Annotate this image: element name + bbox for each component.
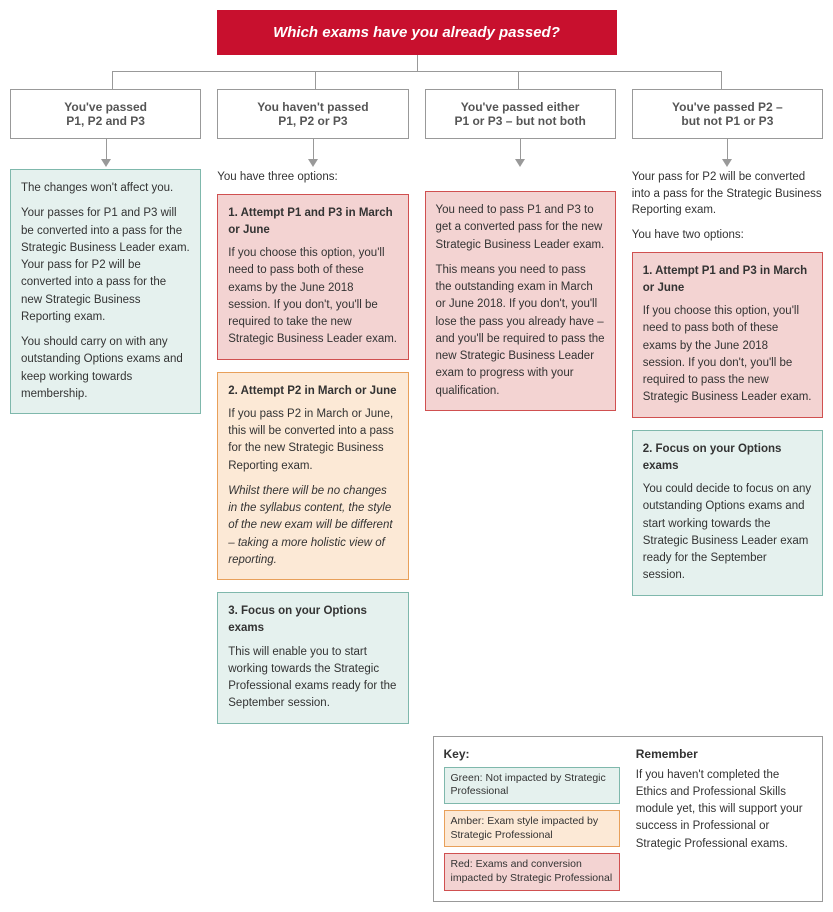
col2-opt1-body: If you choose this option, you'll need t… [228, 245, 397, 349]
flowchart-container: Which exams have you already passed? You… [10, 10, 823, 902]
path-1-line2: P1, P2 and P3 [17, 114, 194, 128]
col4-opt1-title: 1. Attempt P1 and P3 in March or June [643, 263, 812, 298]
bottom-row: Key: Green: Not impacted by Strategic Pr… [10, 736, 823, 902]
path-2-line1: You haven't passed [224, 100, 401, 114]
col4-opt2-title: 2. Focus on your Options exams [643, 441, 812, 476]
col-p2-only: You've passed P2 – but not P1 or P3 Your… [632, 89, 823, 736]
path-4-line1: You've passed P2 – [639, 100, 816, 114]
col2-opt3: 3. Focus on your Options exams This will… [217, 592, 408, 724]
path-header-1: You've passed P1, P2 and P3 [10, 89, 201, 139]
path-1-line1: You've passed [17, 100, 194, 114]
path-4-line2: but not P1 or P3 [639, 114, 816, 128]
col-passed-all: You've passed P1, P2 and P3 The changes … [10, 89, 201, 736]
col1-p3: You should carry on with any outstanding… [21, 334, 190, 403]
key-title: Key: [444, 747, 620, 761]
remember-title: Remember [636, 747, 812, 761]
col2-opt3-title: 3. Focus on your Options exams [228, 603, 397, 638]
col4-opt1: 1. Attempt P1 and P3 in March or June If… [632, 252, 823, 418]
columns-row: You've passed P1, P2 and P3 The changes … [10, 89, 823, 736]
key-amber: Amber: Exam style impacted by Strategic … [444, 810, 620, 847]
arrow-1 [10, 139, 201, 169]
col3-p2: This means you need to pass the outstand… [436, 262, 605, 400]
col3-red-box: You need to pass P1 and P3 to get a conv… [425, 191, 616, 411]
key-remember-box: Key: Green: Not impacted by Strategic Pr… [433, 736, 824, 902]
col2-opt2-body1: If you pass P2 in March or June, this wi… [228, 406, 397, 475]
col2-opt2-body2: Whilst there will be no changes in the s… [228, 483, 397, 569]
col3-p1: You need to pass P1 and P3 to get a conv… [436, 202, 605, 254]
path-header-3: You've passed either P1 or P3 – but not … [425, 89, 616, 139]
col4-intro1: Your pass for P2 will be converted into … [632, 169, 823, 219]
path-3-line1: You've passed either [432, 100, 609, 114]
remember-section: Remember If you haven't completed the Et… [636, 747, 812, 891]
col-none-passed: You haven't passed P1, P2 or P3 You have… [217, 89, 408, 736]
col2-opt1: 1. Attempt P1 and P3 in March or June If… [217, 194, 408, 360]
col1-green-box: The changes won't affect you. Your passe… [10, 169, 201, 414]
key-green: Green: Not impacted by Strategic Profess… [444, 767, 620, 804]
arrow-3 [425, 139, 616, 169]
col2-intro: You have three options: [217, 169, 408, 186]
path-3-line2: P1 or P3 – but not both [432, 114, 609, 128]
arrow-2 [217, 139, 408, 169]
col4-opt1-body: If you choose this option, you'll need t… [643, 303, 812, 407]
arrow-4 [632, 139, 823, 169]
col2-opt1-title: 1. Attempt P1 and P3 in March or June [228, 205, 397, 240]
path-header-2: You haven't passed P1, P2 or P3 [217, 89, 408, 139]
connector-region [10, 55, 823, 89]
col1-p2: Your passes for P1 and P3 will be conver… [21, 205, 190, 326]
col1-p1: The changes won't affect you. [21, 180, 190, 197]
col4-opt2: 2. Focus on your Options exams You could… [632, 430, 823, 596]
col-p1-or-p3: You've passed either P1 or P3 – but not … [425, 89, 616, 736]
key-red: Red: Exams and conversion impacted by St… [444, 853, 620, 890]
header-question: Which exams have you already passed? [217, 10, 617, 55]
path-header-4: You've passed P2 – but not P1 or P3 [632, 89, 823, 139]
col4-opt2-body: You could decide to focus on any outstan… [643, 481, 812, 585]
col4-intro2: You have two options: [632, 227, 823, 244]
path-2-line2: P1, P2 or P3 [224, 114, 401, 128]
remember-body: If you haven't completed the Ethics and … [636, 767, 812, 853]
key-section: Key: Green: Not impacted by Strategic Pr… [444, 747, 620, 891]
col2-opt2-title: 2. Attempt P2 in March or June [228, 383, 397, 400]
col2-opt3-body: This will enable you to start working to… [228, 644, 397, 713]
col2-opt2: 2. Attempt P2 in March or June If you pa… [217, 372, 408, 581]
